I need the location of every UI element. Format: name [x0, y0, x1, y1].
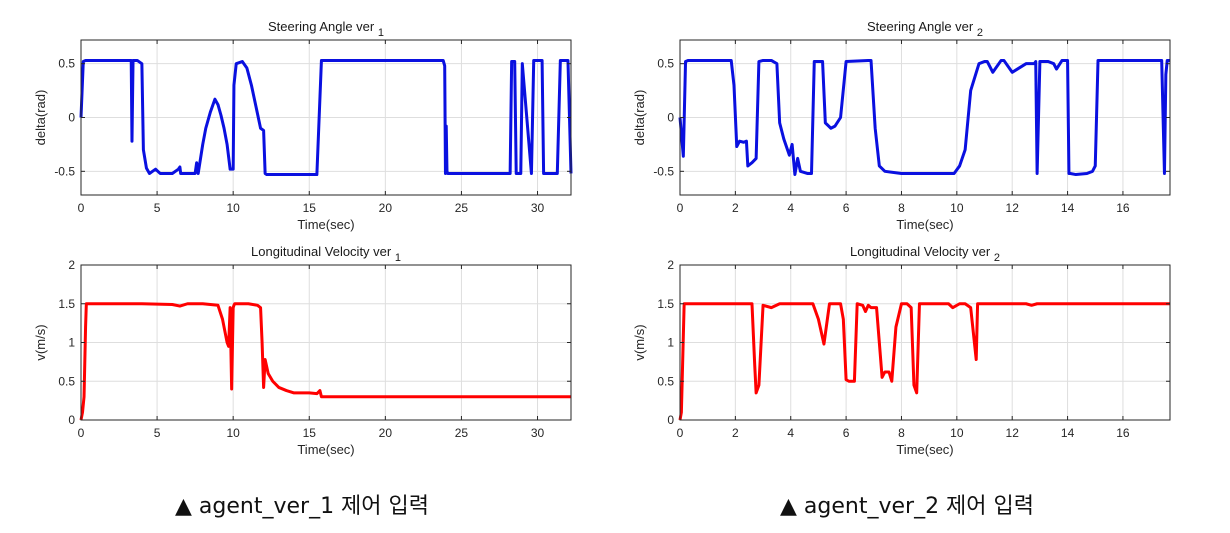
y-axis-label: v(m/s)	[33, 324, 48, 360]
x-tick-label: 5	[154, 201, 161, 215]
x-axis-label: Time(sec)	[297, 217, 354, 232]
x-tick-label: 16	[1116, 426, 1130, 440]
y-tick-label: -0.5	[54, 164, 75, 178]
y-axis-label: delta(rad)	[33, 90, 48, 146]
steering-chart-ver-2: 0 2 4 6 8 10 12 14 16 -0.5 0 0.5 Steering Angle ver …	[632, 19, 1171, 232]
x-axis-label: Time(sec)	[297, 442, 354, 457]
velocity-chart-ver-2: 0 2 4 6 8 10 12 14 16 0 0.5 1 1.5 2 Longitudinal Veloc…	[632, 244, 1171, 457]
x-tick-label: 10	[226, 201, 240, 215]
x-tick-label: 8	[898, 426, 905, 440]
x-tick-label: 2	[732, 201, 739, 215]
series-line	[678, 58, 1170, 177]
y-tick-label: 0.5	[58, 57, 75, 71]
y-tick-label: 0.5	[657, 57, 674, 71]
x-axis-label: Time(sec)	[896, 442, 953, 457]
x-tick-label: 30	[531, 201, 545, 215]
series-line	[79, 58, 573, 177]
x-tick-label: 10	[226, 426, 240, 440]
y-tick-label: 1	[68, 336, 75, 350]
chart-title: Steering Angle ver 2	[867, 19, 983, 39]
x-tick-label: 15	[303, 426, 317, 440]
caption-agent-ver-1: ▲ agent_ver_1 제어 입력	[175, 494, 430, 519]
x-tick-label: 14	[1061, 201, 1075, 215]
y-tick-label: 0.5	[58, 374, 75, 388]
x-tick-label: 0	[78, 426, 85, 440]
x-tick-label: 14	[1061, 426, 1075, 440]
steering-chart-ver-1: 0 5 10 15 20 25 30 -0.5 0 0.5 Steering Angle ver 1…	[33, 19, 573, 232]
x-tick-label: 2	[732, 426, 739, 440]
y-axis-label: v(m/s)	[632, 324, 647, 360]
caption-agent-ver-2: ▲ agent_ver_2 제어 입력	[780, 494, 1035, 519]
x-tick-label: 4	[787, 426, 794, 440]
x-tick-label: 12	[1006, 426, 1020, 440]
x-tick-label: 0	[677, 201, 684, 215]
x-tick-label: 6	[843, 201, 850, 215]
series-line	[79, 302, 571, 421]
chart-title: Longitudinal Velocity ver 1	[251, 244, 401, 264]
x-tick-label: 20	[379, 201, 393, 215]
x-tick-label: 15	[303, 201, 317, 215]
y-tick-label: 0	[68, 413, 75, 427]
series-line	[678, 302, 1170, 421]
x-tick-label: 25	[455, 201, 469, 215]
x-tick-label: 0	[78, 201, 85, 215]
x-tick-label: 6	[843, 426, 850, 440]
x-tick-label: 30	[531, 426, 545, 440]
y-tick-label: 1	[667, 336, 674, 350]
y-tick-label: 1.5	[657, 297, 674, 311]
x-tick-label: 12	[1006, 201, 1020, 215]
chart-title: Longitudinal Velocity ver 2	[850, 244, 1000, 264]
x-tick-label: 5	[154, 426, 161, 440]
x-tick-label: 25	[455, 426, 469, 440]
y-tick-label: 2	[68, 258, 75, 272]
chart-title: Steering Angle ver 1	[268, 19, 384, 39]
y-tick-label: 0	[667, 413, 674, 427]
x-tick-label: 16	[1116, 201, 1130, 215]
x-tick-label: 0	[677, 426, 684, 440]
y-tick-label: 1.5	[58, 297, 75, 311]
y-tick-label: 0.5	[657, 374, 674, 388]
y-tick-label: 0	[68, 111, 75, 125]
y-tick-label: 2	[667, 258, 674, 272]
velocity-chart-ver-1: 0 5 10 15 20 25 30 0 0.5 1 1.5 2 Longitudinal Veloci…	[33, 244, 572, 457]
x-tick-label: 20	[379, 426, 393, 440]
x-axis-label: Time(sec)	[896, 217, 953, 232]
x-tick-label: 8	[898, 201, 905, 215]
x-tick-label: 4	[787, 201, 794, 215]
y-tick-label: -0.5	[653, 164, 674, 178]
x-tick-label: 10	[950, 201, 964, 215]
x-tick-label: 10	[950, 426, 964, 440]
y-axis-label: delta(rad)	[632, 90, 647, 146]
y-tick-label: 0	[667, 111, 674, 125]
